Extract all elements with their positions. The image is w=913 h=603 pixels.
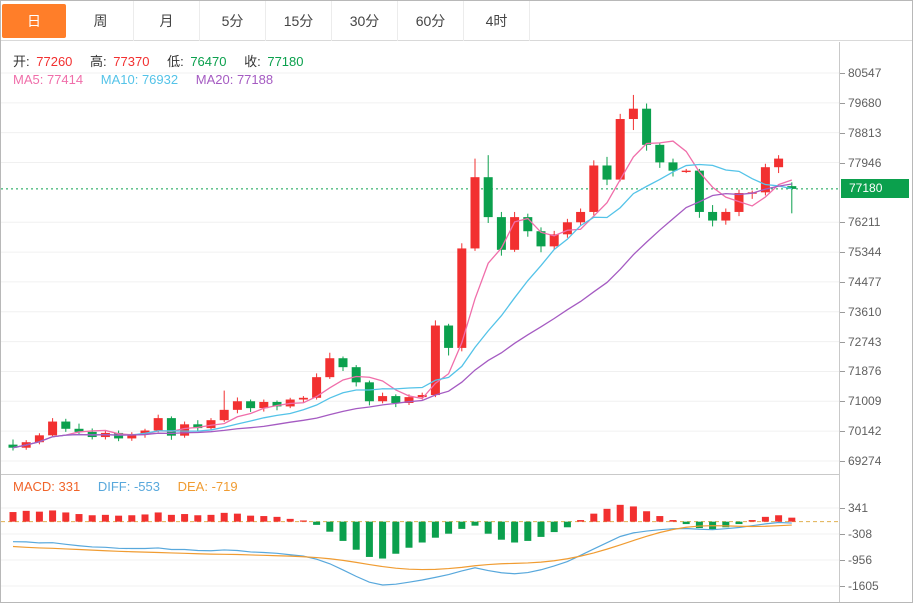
price-axis-label: 74477: [839, 274, 882, 289]
price-axis-label: 77946: [839, 155, 882, 170]
price-axis-label: 70142: [839, 424, 882, 439]
ma10-value: 76932: [141, 72, 179, 87]
price-candlestick-chart[interactable]: [1, 42, 839, 474]
ma5-label: MA5:: [13, 72, 44, 87]
tab-monthly[interactable]: 月: [134, 1, 200, 41]
price-axis-label: 69274: [839, 454, 882, 468]
ma20-label: MA20:: [195, 72, 234, 87]
diff-label: DIFF:: [97, 479, 131, 494]
macd-axis-label: -308: [839, 527, 873, 541]
tab-30min[interactable]: 30分: [332, 1, 398, 41]
high-label: 高:: [90, 54, 107, 69]
price-axis: 77180 80547 79680 78813 77946 76211 75344 7447…: [839, 42, 912, 602]
macd-axis-label: 341: [839, 501, 869, 515]
close-value: 77180: [267, 54, 304, 69]
dea-value: -719: [211, 479, 238, 494]
macd-legend: MACD: 331 DIFF: -553 DEA: -719: [13, 479, 252, 494]
low-label: 低:: [167, 54, 184, 69]
ma5-value: 77414: [46, 72, 84, 87]
price-axis-label: 71009: [839, 394, 882, 409]
price-axis-label: 79680: [839, 95, 882, 110]
low-value: 76470: [190, 54, 227, 69]
ma20-value: 77188: [236, 72, 274, 87]
open-value: 77260: [36, 54, 73, 69]
timeframe-tabbar: 日 周 月 5分 15分 30分 60分 4时: [1, 1, 912, 41]
ma10-label: MA10:: [100, 72, 139, 87]
current-price-tag: 77180: [841, 178, 909, 198]
dea-label: DEA:: [177, 479, 208, 494]
tab-weekly[interactable]: 周: [68, 1, 134, 41]
ma-legend: MA5: 77414 MA10: 76932 MA20: 77188: [13, 72, 287, 87]
macd-indicator-chart[interactable]: [1, 475, 839, 603]
price-axis-label: 76211: [839, 215, 881, 230]
price-axis-label: 80547: [839, 66, 882, 80]
close-label: 收:: [244, 54, 261, 69]
tab-5min[interactable]: 5分: [200, 1, 266, 41]
macd-label: MACD:: [13, 479, 55, 494]
diff-value: -553: [133, 479, 160, 494]
tab-4hour[interactable]: 4时: [464, 1, 530, 41]
panel-divider: [1, 474, 912, 475]
ohlc-legend: 开: 77260 高: 77370 低: 76470 收: 77180: [13, 51, 318, 70]
tab-daily[interactable]: 日: [2, 4, 66, 38]
price-axis-label: 71876: [839, 364, 882, 379]
high-value: 77370: [113, 54, 150, 69]
open-label: 开:: [13, 54, 30, 69]
macd-axis-label: -956: [839, 552, 873, 567]
chart-area: 开: 77260 高: 77370 低: 76470 收: 77180 MA5:…: [1, 42, 912, 603]
tab-15min[interactable]: 15分: [266, 1, 332, 41]
macd-value: 331: [58, 479, 81, 494]
tab-60min[interactable]: 60分: [398, 1, 464, 41]
macd-axis-label: -1605: [840, 579, 879, 593]
price-axis-label: 73610: [839, 304, 882, 319]
price-axis-label: 72743: [839, 334, 882, 349]
price-axis-label: 78813: [839, 125, 882, 140]
price-axis-label: 75344: [839, 245, 882, 260]
